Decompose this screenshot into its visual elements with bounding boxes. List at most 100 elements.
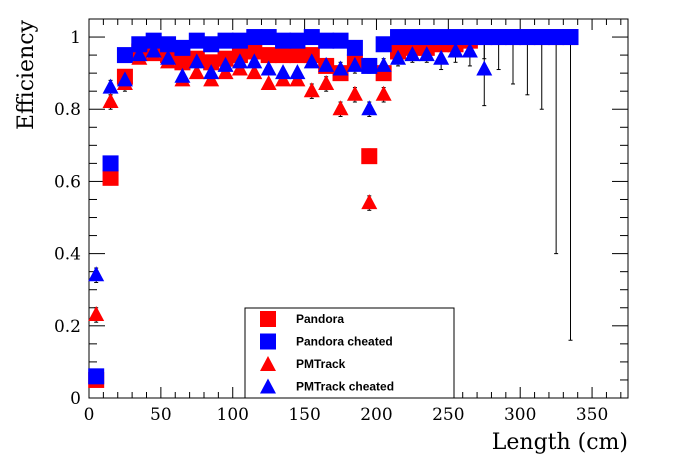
pmtrack-cheated-point xyxy=(461,42,478,58)
pandora-point xyxy=(275,47,292,64)
pmtrack-cheated-point xyxy=(131,46,148,62)
pmtrack-cheated-point xyxy=(433,49,450,65)
pmtrack-cheated-point xyxy=(289,64,306,80)
y-tick-label: 0 xyxy=(70,389,81,409)
pandora-cheated-point xyxy=(390,29,407,46)
legend-label-pmtrack-cheated: PMTrack cheated xyxy=(296,380,394,394)
pmtrack-cheated-point xyxy=(145,42,162,58)
pandora-cheated-point xyxy=(246,29,263,46)
pmtrack-cheated-point xyxy=(174,67,191,83)
pmtrack-cheated-point xyxy=(476,60,493,76)
axis-ticks xyxy=(88,19,628,399)
pandora-cheated-point xyxy=(131,36,148,53)
pandora-cheated-point xyxy=(88,368,105,385)
pmtrack-cheated-point xyxy=(246,53,263,69)
pmtrack-cheated-point xyxy=(332,60,349,76)
x-tick-label: 150 xyxy=(288,405,320,425)
pandora-cheated-point xyxy=(418,29,435,46)
pandora-cheated-point xyxy=(404,29,421,46)
pmtrack-point xyxy=(318,74,335,90)
pandora-point xyxy=(174,54,191,71)
pandora-cheated-point xyxy=(318,32,335,49)
y-tick-labels: 0 0.2 0.4 0.6 0.8 1 xyxy=(54,28,81,409)
pandora-cheated-point xyxy=(303,29,320,46)
pmtrack-point xyxy=(260,74,277,90)
pmtrack-point xyxy=(188,64,205,80)
pandora-cheated-point xyxy=(145,32,162,49)
pmtrack-point xyxy=(102,93,119,109)
pmtrack-point xyxy=(361,194,378,210)
pandora-cheated-point xyxy=(102,155,119,172)
pandora-cheated-point xyxy=(289,32,306,49)
x-axis-title: Length (cm) xyxy=(492,430,628,455)
pmtrack-cheated-point xyxy=(102,78,119,94)
pmtrack-cheated-point xyxy=(318,56,335,72)
pandora-cheated-point xyxy=(203,36,220,53)
pmtrack-point xyxy=(303,82,320,98)
y-tick-label: 0.8 xyxy=(54,100,81,120)
pmtrack-cheated-point xyxy=(375,56,392,72)
pandora-cheated-point xyxy=(447,29,464,46)
pandora-cheated-point xyxy=(116,47,133,64)
y-tick-label: 1 xyxy=(70,28,81,48)
pmtrack-point xyxy=(332,100,349,116)
legend-label-pmtrack: PMTrack xyxy=(296,357,346,371)
pandora-cheated-point xyxy=(476,29,493,46)
pmtrack-cheated-point xyxy=(217,56,234,72)
x-tick-label: 200 xyxy=(360,405,392,425)
pandora-cheated-point xyxy=(505,29,522,46)
pandora-cheated-point xyxy=(217,32,234,49)
pmtrack-cheated-point xyxy=(418,46,435,62)
pandora-cheated-point xyxy=(361,57,378,74)
pandora-cheated-point xyxy=(562,29,579,46)
pandora-cheated-point xyxy=(519,29,536,46)
pmtrack-cheated-point xyxy=(188,53,205,69)
x-tick-label: 350 xyxy=(576,405,608,425)
pandora-cheated-point xyxy=(346,39,363,56)
y-tick-label: 0.6 xyxy=(54,172,81,192)
pmtrack-cheated-point xyxy=(203,64,220,80)
pandora-cheated-point xyxy=(375,36,392,53)
pandora-cheated-point xyxy=(231,32,248,49)
pmtrack-cheated-point xyxy=(361,100,378,116)
pmtrack-point xyxy=(375,85,392,101)
pmtrack-cheated-point xyxy=(88,266,105,282)
pandora-cheated-point xyxy=(533,29,550,46)
pandora-point xyxy=(260,47,277,64)
pandora-cheated-point xyxy=(548,29,565,46)
pandora-point xyxy=(289,47,306,64)
pandora-point xyxy=(102,169,119,186)
x-tick-label: 300 xyxy=(504,405,536,425)
legend-marker-pmtrack xyxy=(260,356,276,371)
pandora-cheated-point xyxy=(188,32,205,49)
pandora-point xyxy=(203,54,220,71)
pandora-cheated-point xyxy=(275,32,292,49)
pandora-cheated-point xyxy=(461,29,478,46)
y-tick-label: 0.2 xyxy=(54,317,81,337)
legend-label-pandora-cheated: Pandora cheated xyxy=(296,335,393,349)
legend-marker-pandora-cheated xyxy=(260,333,276,350)
pmtrack-cheated-point xyxy=(346,56,363,72)
pandora-point xyxy=(246,43,263,60)
pmtrack-point xyxy=(88,305,105,321)
legend-box xyxy=(244,307,455,399)
pmtrack-cheated-point xyxy=(260,60,277,76)
pandora-cheated-point xyxy=(433,29,450,46)
pmtrack-cheated-point xyxy=(160,49,177,65)
pmtrack-cheated-point xyxy=(447,42,464,58)
pmtrack-cheated-point xyxy=(275,64,292,80)
x-tick-label: 250 xyxy=(432,405,464,425)
pmtrack-cheated-point xyxy=(116,71,133,87)
legend-label-pandora: Pandora xyxy=(296,312,344,326)
pandora-cheated-point xyxy=(332,32,349,49)
pmtrack-cheated-point xyxy=(390,49,407,65)
legend-marker-pmtrack-cheated xyxy=(260,378,276,394)
y-axis-title: Efficiency xyxy=(14,19,39,130)
pmtrack-cheated-point xyxy=(404,46,421,62)
pandora-cheated-point xyxy=(490,29,507,46)
legend-marker-pandora xyxy=(260,311,276,327)
data-markers xyxy=(88,29,579,388)
pmtrack-cheated-point xyxy=(231,53,248,69)
pandora-cheated-point xyxy=(260,29,277,46)
